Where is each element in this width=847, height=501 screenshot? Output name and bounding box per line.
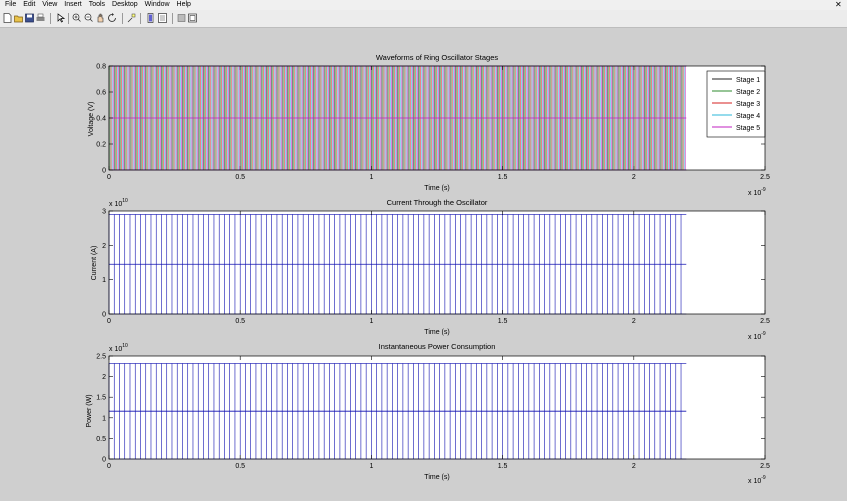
voltage-xtick-label: 1.5 <box>498 174 508 181</box>
voltage-ticks: 0 0.5 1 1.5 2 2.5 0 0.2 0.4 0.6 0.8 <box>96 64 770 182</box>
voltage-xtick-label: 0 <box>107 174 111 181</box>
power-ytick-label: 0 <box>102 457 106 464</box>
power-xlabel: Time (s) <box>424 474 449 481</box>
figure-canvas: Waveforms of Ring Oscillator Stages 0 0.5… <box>86 53 770 485</box>
legend-label-stage-1: Stage 1 <box>736 77 760 84</box>
new-file-icon[interactable] <box>3 13 12 23</box>
rotate-icon[interactable] <box>108 13 117 23</box>
power-plot-area <box>109 356 765 459</box>
legend-icon[interactable] <box>158 13 167 23</box>
power-axes[interactable]: Instantaneous Power Consumption x 1010 0… <box>86 342 770 485</box>
current-y-exponent: x 1010 <box>109 198 128 208</box>
menu-desktop[interactable]: Desktop <box>112 1 138 8</box>
voltage-xtick-label: 1 <box>369 174 373 181</box>
current-xtick-label: 1.5 <box>498 318 508 325</box>
power-xtick-label: 2.5 <box>760 463 770 470</box>
power-ytick-label: 0.5 <box>96 436 106 443</box>
power-xtick-label: 1.5 <box>498 463 508 470</box>
zoom-in-icon[interactable] <box>72 13 81 23</box>
current-plot-area <box>109 211 765 314</box>
voltage-legend[interactable]: Stage 1 Stage 2 Stage 3 Stage 4 Stage 5 <box>706 70 766 138</box>
menu-view[interactable]: View <box>42 1 58 8</box>
current-x-exponent: x 10-9 <box>748 331 766 341</box>
voltage-axes-frame <box>108 65 766 171</box>
pan-icon[interactable] <box>96 13 105 23</box>
voltage-x-exponent: x 10-9 <box>748 187 766 197</box>
menu-bar: File Edit View Insert Tools Desktop Wind… <box>0 0 847 10</box>
current-xtick-label: 2.5 <box>760 318 770 325</box>
voltage-axes[interactable]: Waveforms of Ring Oscillator Stages 0 0.5… <box>88 53 770 197</box>
power-y-exponent: x 1010 <box>109 343 128 353</box>
data-cursor-icon[interactable] <box>127 13 136 23</box>
voltage-xtick-label: 2.5 <box>760 174 770 181</box>
legend-label-stage-3: Stage 3 <box>736 101 760 108</box>
power-xtick-label: 1 <box>369 463 373 470</box>
menu-tools[interactable]: Tools <box>88 1 106 8</box>
menu-help[interactable]: Help <box>176 1 191 8</box>
current-xtick-label: 0 <box>107 318 111 325</box>
hide-plot-tools-icon[interactable] <box>177 13 186 23</box>
power-axes-frame <box>108 355 766 460</box>
close-icon[interactable]: ✕ <box>835 0 842 9</box>
zoom-out-icon[interactable] <box>84 13 93 23</box>
voltage-ytick-label: 0 <box>102 168 106 175</box>
menu-file[interactable]: File <box>5 1 17 8</box>
voltage-ylabel: Voltage (V) <box>88 102 95 137</box>
power-ytick-label: 1 <box>102 415 106 422</box>
power-title: Instantaneous Power Consumption <box>379 342 496 351</box>
current-axes-frame <box>108 210 766 315</box>
menu-edit[interactable]: Edit <box>23 1 36 8</box>
power-ylabel: Power (W) <box>86 394 93 427</box>
voltage-ytick-label: 0.2 <box>96 142 106 149</box>
current-xlabel: Time (s) <box>424 329 449 336</box>
current-xtick-label: 1 <box>369 318 373 325</box>
legend-label-stage-5: Stage 5 <box>736 125 760 132</box>
legend-label-stage-2: Stage 2 <box>736 89 760 96</box>
current-xtick-label: 2 <box>632 318 636 325</box>
current-ytick-label: 2 <box>102 243 106 250</box>
current-xtick-label: 0.5 <box>235 318 245 325</box>
legend-box <box>706 70 766 138</box>
power-xtick-label: 0 <box>107 463 111 470</box>
power-xtick-label: 2 <box>632 463 636 470</box>
print-icon[interactable] <box>36 13 45 23</box>
voltage-xtick-label: 2 <box>632 174 636 181</box>
current-series <box>108 214 687 315</box>
legend-label-stage-4: Stage 4 <box>736 113 760 120</box>
power-ytick-label: 1.5 <box>96 395 106 402</box>
current-title: Current Through the Oscillator <box>387 198 488 207</box>
power-ytick-label: 2 <box>102 374 106 381</box>
menu-window[interactable]: Window <box>144 1 170 8</box>
power-ticks: 0 0.5 1 1.5 2 2.5 0 0.5 1 1.5 2 2.5 <box>96 354 770 471</box>
menu-insert[interactable]: Insert <box>64 1 82 8</box>
figure-toolbar <box>0 10 847 28</box>
show-plot-tools-icon[interactable] <box>188 13 197 23</box>
power-x-exponent: x 10-9 <box>748 475 766 485</box>
voltage-ytick-label: 0.6 <box>96 90 106 97</box>
power-xtick-label: 0.5 <box>235 463 245 470</box>
voltage-ytick-label: 0.8 <box>96 64 106 71</box>
current-ytick-label: 1 <box>102 277 106 284</box>
current-ytick-label: 0 <box>102 312 106 319</box>
save-icon[interactable] <box>25 13 34 23</box>
voltage-xlabel: Time (s) <box>424 185 449 192</box>
voltage-ytick-label: 0.4 <box>96 116 106 123</box>
current-ytick-label: 3 <box>102 209 106 216</box>
power-ytick-label: 2.5 <box>96 354 106 361</box>
open-file-icon[interactable] <box>14 13 23 23</box>
voltage-xtick-label: 0.5 <box>235 174 245 181</box>
pointer-icon[interactable] <box>56 13 65 23</box>
current-ylabel: Current (A) <box>91 246 98 281</box>
colorbar-icon[interactable] <box>146 13 155 23</box>
voltage-title: Waveforms of Ring Oscillator Stages <box>376 53 499 62</box>
